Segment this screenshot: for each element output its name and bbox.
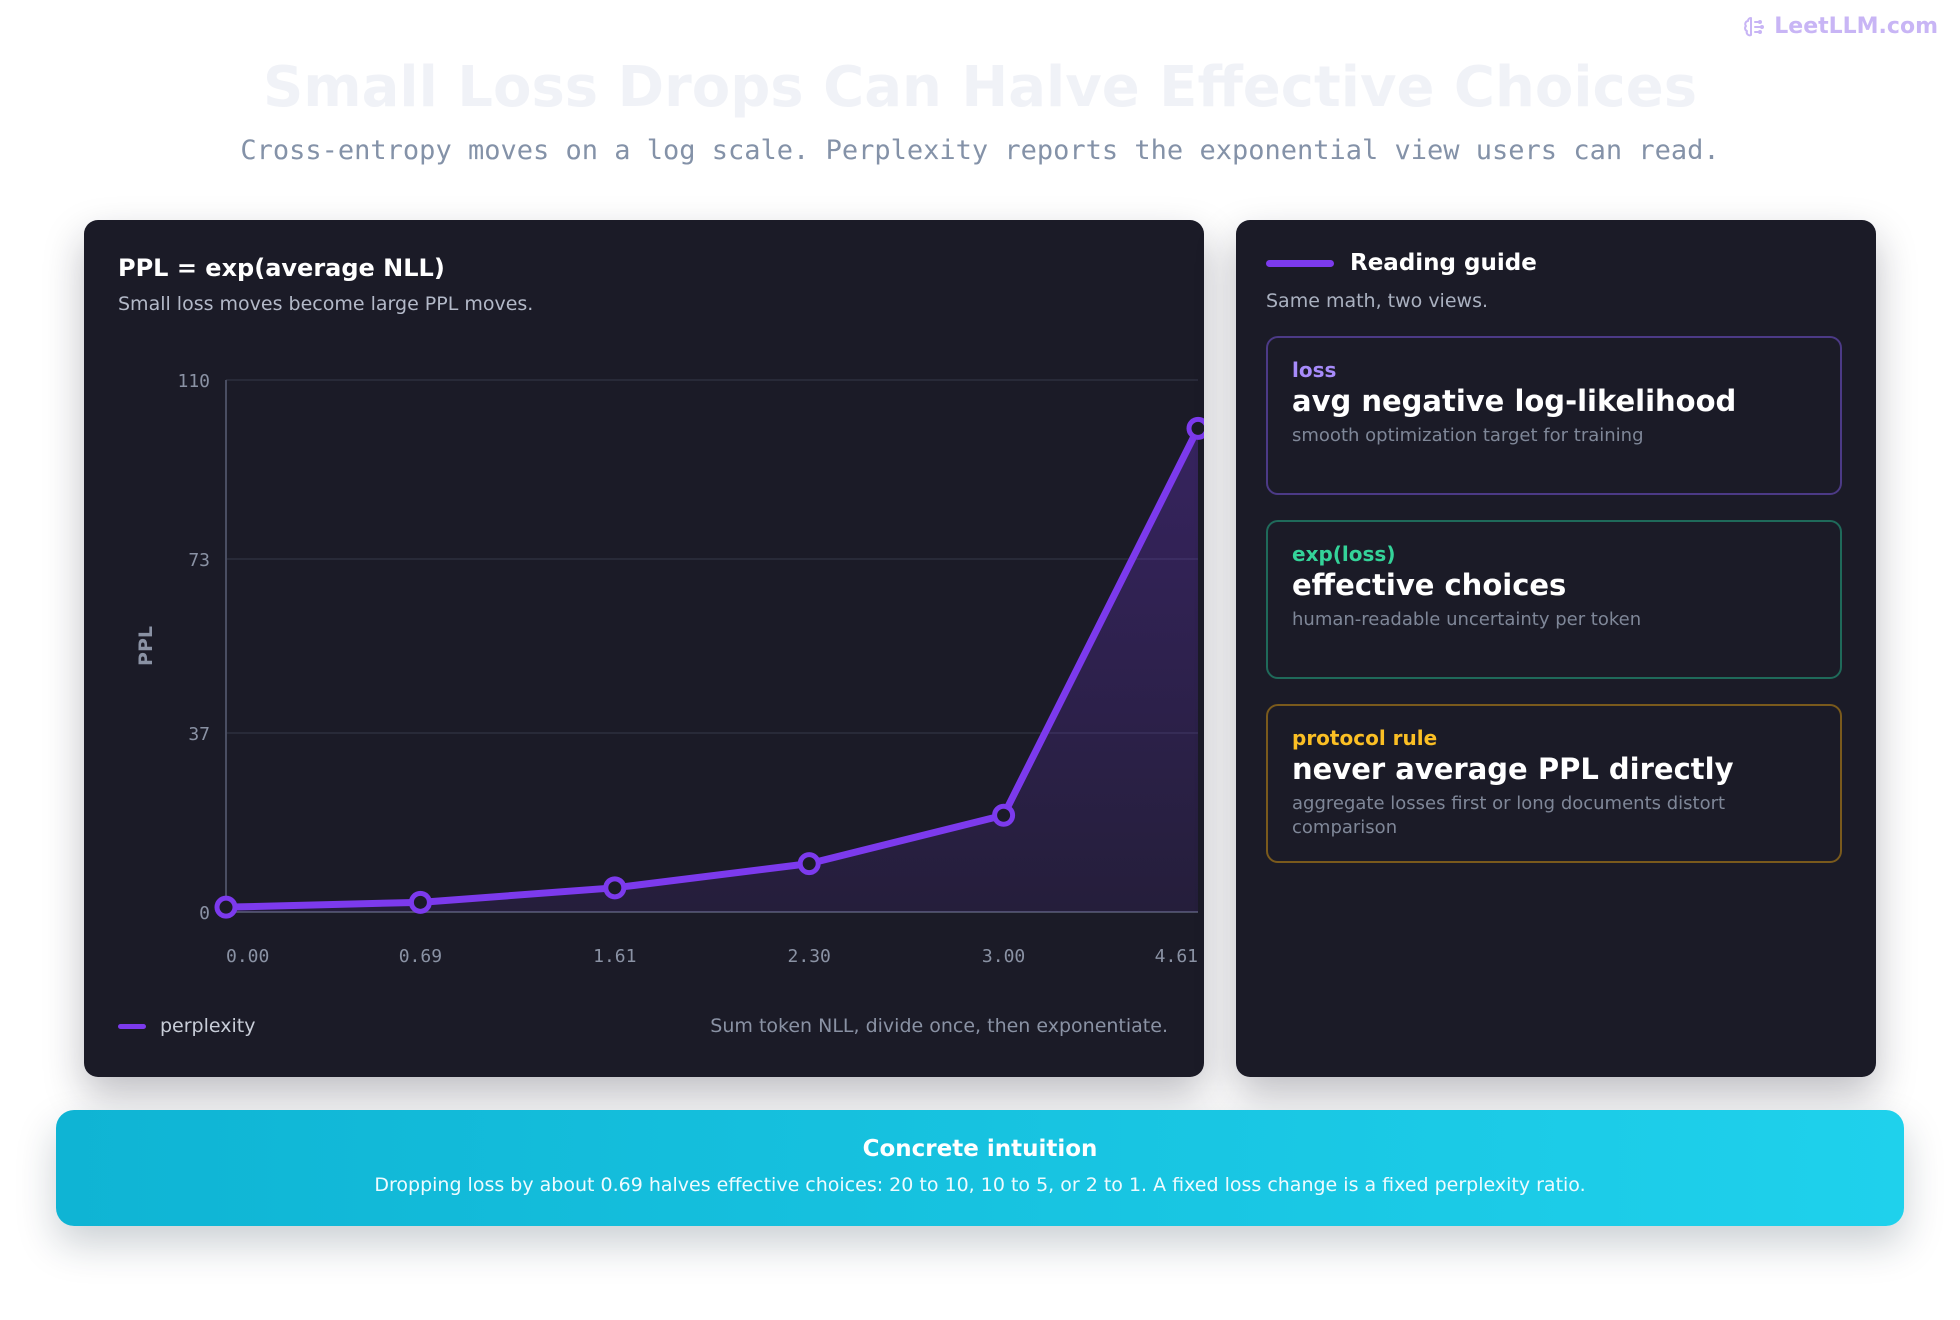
guide-header: Reading guide (1266, 250, 1537, 276)
y-axis-label: PPL (135, 626, 157, 666)
chart-legend: perplexity (118, 1015, 255, 1037)
x-tick-label: 1.61 (593, 946, 636, 967)
guide-card-exp-loss: exp(loss) effective choices human-readab… (1266, 520, 1842, 679)
guide-swatch (1266, 259, 1334, 267)
card-description: human-readable uncertainty per token (1292, 609, 1642, 630)
y-tick-label: 110 (177, 371, 210, 392)
brand-name: LeetLLM.com (1774, 14, 1938, 39)
data-point (408, 890, 432, 914)
guide-card-loss: loss avg negative log-likelihood smooth … (1266, 336, 1842, 495)
card-description: aggregate losses first or long documents… (1292, 793, 1726, 838)
guide-title: Reading guide (1350, 250, 1537, 276)
card-tag: protocol rule (1292, 726, 1438, 750)
data-point (1186, 416, 1204, 440)
intuition-banner: Concrete intuition Dropping loss by abou… (56, 1110, 1904, 1226)
chart-title: PPL = exp(average NLL) (118, 254, 445, 282)
page-title: Small Loss Drops Can Halve Effective Cho… (262, 55, 1698, 120)
card-description: smooth optimization target for training (1292, 425, 1644, 446)
x-tick-label: 0.00 (226, 946, 269, 967)
data-point (214, 895, 238, 919)
chart-panel: 0 37 73 110 PPL 0.00 0.69 1.61 2.30 3.00 4.61 PPL … (84, 220, 1204, 1077)
brand[interactable]: LeetLLM.com (1742, 14, 1938, 39)
card-heading: avg negative log-likelihood (1292, 384, 1737, 418)
legend-swatch (118, 1023, 146, 1029)
data-point (992, 803, 1016, 827)
brain-icon (1742, 15, 1766, 39)
x-tick-label: 4.61 (1155, 946, 1198, 967)
x-tick-label: 3.00 (982, 946, 1025, 967)
y-tick-label: 73 (188, 550, 210, 571)
y-tick-label: 0 (199, 903, 210, 924)
x-tick-label: 2.30 (788, 946, 831, 967)
y-tick-label: 37 (188, 724, 210, 745)
reading-guide-panel: Reading guide Same math, two views. loss… (1236, 220, 1876, 1077)
guide-card-protocol-rule: protocol rule never average PPL directly… (1266, 704, 1842, 863)
chart-note: Sum token NLL, divide once, then exponen… (710, 1015, 1168, 1037)
card-tag: loss (1292, 358, 1337, 382)
x-tick-label: 0.69 (399, 946, 442, 967)
legend-label: perplexity (160, 1015, 256, 1037)
perplexity-chart: 0 37 73 110 PPL 0.00 0.69 1.61 2.30 3.00 4.61 (135, 371, 1204, 967)
chart-subtitle: Small loss moves become large PPL moves. (118, 293, 534, 315)
banner-text: Dropping loss by about 0.69 halves effec… (374, 1174, 1586, 1196)
data-point (603, 876, 627, 900)
guide-subtitle: Same math, two views. (1266, 290, 1489, 312)
page-subtitle: Cross-entropy moves on a log scale. Perp… (240, 135, 1720, 166)
perplexity-line (222, 424, 1202, 911)
perplexity-area (226, 428, 1198, 912)
card-heading: effective choices (1292, 568, 1567, 602)
data-point (797, 852, 821, 876)
banner-title: Concrete intuition (862, 1136, 1098, 1162)
card-tag: exp(loss) (1292, 542, 1396, 566)
card-heading: never average PPL directly (1292, 752, 1734, 786)
